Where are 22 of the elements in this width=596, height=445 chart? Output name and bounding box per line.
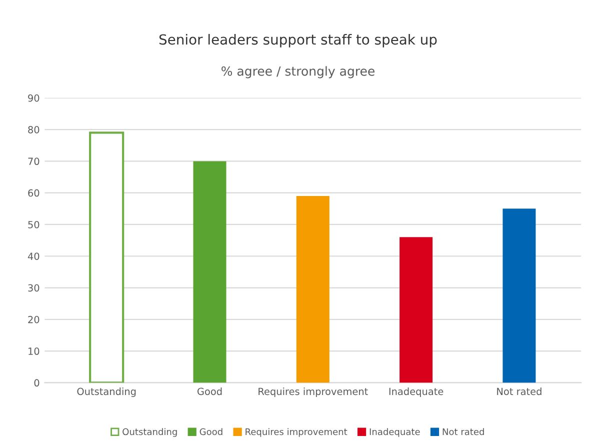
y-tick-label: 30 [28,284,40,292]
y-tick-label: 80 [28,126,40,134]
y-tick-label: 90 [28,94,40,102]
chart-title: Senior leaders support staff to speak up [159,34,437,48]
y-tick-label: 60 [28,189,40,197]
x-tick-label: Outstanding [77,388,136,397]
y-tick-label: 70 [28,158,40,166]
y-tick-label: 0 [34,379,40,387]
x-tick-label: Inadequate [389,388,444,397]
legend-label: Good [200,428,222,436]
x-tick-label: Requires improvement [258,388,368,397]
legend-label: Outstanding [122,428,177,437]
chart-subtitle: % agree / strongly agree [222,66,374,78]
legend-label: Requires improvement [246,428,348,437]
legend-label: Not rated [442,428,484,436]
y-tick-label: 40 [28,252,40,260]
x-tick-label: Good [197,388,222,396]
x-tick-label: Not rated [497,388,542,396]
y-tick-label: 10 [28,348,40,355]
y-tick-label: 20 [28,316,40,324]
legend-label: Inadequate [370,428,420,437]
y-tick-label: 50 [28,220,40,228]
